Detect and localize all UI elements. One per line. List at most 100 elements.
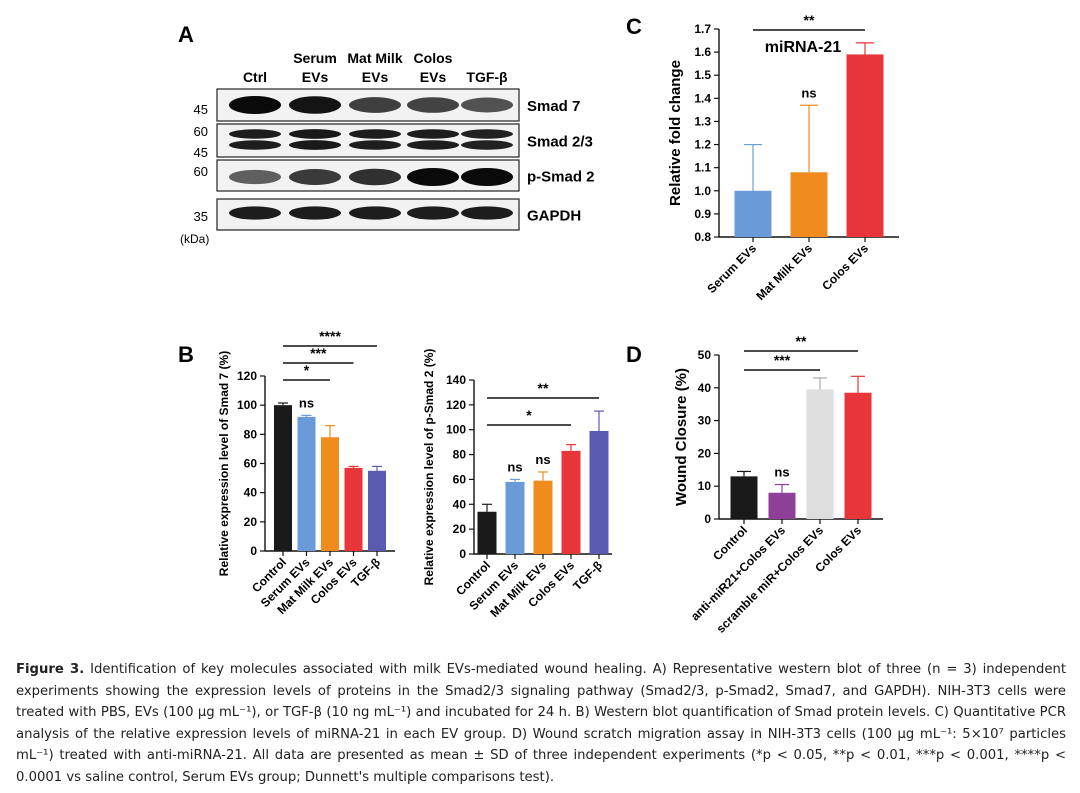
y-tick-label: 140 [446,373,466,387]
bar [477,511,497,554]
mirna21-bar-chart: 0.8 0.9 1.0 1.1 1.2 1.3 1.4 1.5 1.6 1.7 Relative f… [667,12,899,303]
bar [274,405,292,551]
significance-stars: * [304,362,310,378]
blot-band [461,168,513,186]
molecular-weight-marker: 45 [194,145,208,160]
y-tick-label: 120 [237,369,257,383]
panel-label-a: A [178,22,194,47]
y-tick-label: 50 [698,348,712,362]
bar [368,470,386,551]
significance-stars: **** [319,328,341,344]
lane-label: EVs [362,69,389,85]
x-category-label: Serum EVs [704,241,759,296]
blot-band [461,206,513,220]
molecular-weight-marker: 35 [194,209,208,224]
y-tick-label: 1.6 [694,45,711,59]
bar [533,480,553,554]
blot-band [289,96,341,114]
blot-band [229,169,281,185]
significance-label: ns [774,465,789,480]
significance-label: ns [507,459,522,474]
y-axis-label: Wound Closure (%) [673,368,690,506]
y-tick-label: 30 [698,414,712,428]
psmad2-bar-chart: 0 20 40 60 80 100 120 140 Relative expression le… [422,349,612,620]
y-tick-label: 0 [459,547,466,561]
bar [589,430,609,554]
significance-stars: *** [310,345,327,361]
blot-band [407,206,459,220]
y-tick-label: 120 [446,398,466,412]
y-tick-label: 100 [237,398,257,412]
significance-label: ns [535,452,550,467]
blot-band [289,169,341,185]
blot-protein-label: GAPDH [527,208,581,225]
y-tick-label: 40 [698,381,712,395]
chart-title: miRNA-21 [765,39,842,56]
bar [730,476,758,519]
bar [768,492,796,519]
significance-label: ns [801,85,816,100]
blot-protein-label: p-Smad 2 [527,169,595,186]
y-tick-label: 1.4 [694,91,711,105]
blot-band [461,140,513,150]
x-category-label: Colos EVs [819,241,871,293]
blot-band [289,140,341,150]
bar [561,450,581,554]
blot-protein-label: Smad 2/3 [527,134,593,151]
y-tick-label: 20 [698,446,712,460]
blot-band [407,140,459,150]
y-tick-label: 0.8 [694,230,711,244]
lane-label: Serum [293,50,337,66]
y-tick-label: 0.9 [694,207,711,221]
bar [846,54,884,237]
blot-band [407,97,459,113]
bar [505,481,525,554]
bar [321,437,339,551]
lane-label: Ctrl [243,69,267,85]
y-tick-label: 1.1 [694,161,711,175]
significance-stars: ** [538,380,549,396]
bar [297,416,316,551]
y-tick-label: 0 [704,512,711,526]
y-axis-label: Relative fold change [667,60,684,206]
y-tick-label: 20 [453,522,467,536]
panel-label-d: D [626,342,642,367]
lane-label: Mat Milk [347,50,402,66]
blot-band [229,96,281,114]
blot-band [229,129,281,139]
blot-band [229,206,281,220]
significance-stars: *** [774,352,791,368]
panel-label-b: B [178,342,194,367]
y-axis-label: Relative expression level of p-Smad 2 (%… [422,349,436,586]
blot-band [229,140,281,150]
significance-label: ns [299,395,314,410]
y-tick-label: 80 [453,448,467,462]
y-tick-label: 20 [244,515,258,529]
bar [790,172,828,237]
blot-band [289,129,341,139]
lane-label: EVs [420,69,447,85]
y-tick-label: 80 [244,427,258,441]
bar [734,190,772,237]
molecular-weight-marker: 60 [194,124,208,139]
bar [806,389,834,519]
caption-text: Identification of key molecules associat… [16,662,1066,785]
y-tick-label: 1.5 [694,68,711,82]
x-category-label: Mat Milk EVs [753,241,815,303]
bar [844,392,872,519]
figure-3: A C B D (kDa) Ctrl Serum EVs Mat Milk EVs Col… [178,12,899,636]
western-blot-panel: (kDa) Ctrl Serum EVs Mat Milk EVs Colos EVs TGF… [180,50,595,246]
y-tick-label: 1.0 [694,184,711,198]
y-tick-label: 40 [453,497,467,511]
y-tick-label: 1.3 [694,114,711,128]
bar [344,467,363,551]
x-category-label: TGF-β [570,558,605,593]
blot-unit-label: (kDa) [180,232,209,246]
lane-label: TGF-β [466,69,508,85]
y-tick-label: 60 [244,457,258,471]
y-tick-label: 0 [250,544,257,558]
panel-label-c: C [626,14,642,39]
molecular-weight-marker: 60 [194,164,208,179]
blot-protein-label: Smad 7 [527,98,580,115]
